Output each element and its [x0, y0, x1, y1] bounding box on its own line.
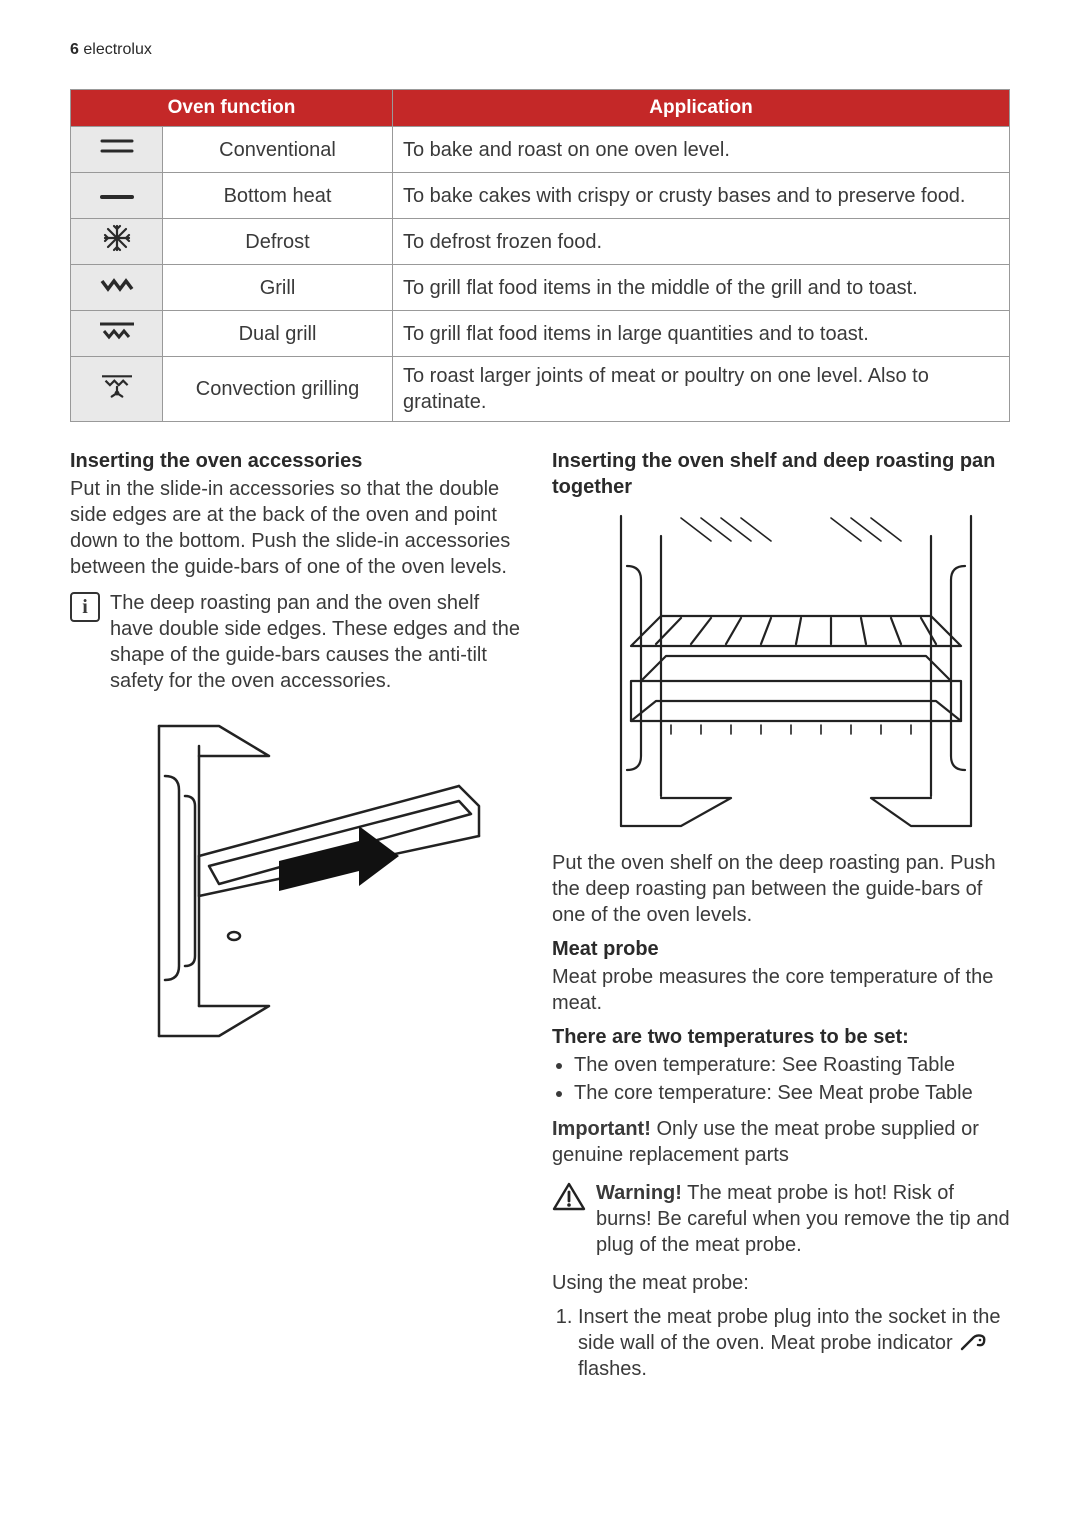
- table-row: Conventional To bake and roast on one ov…: [71, 127, 1010, 173]
- table-row: Grill To grill flat food items in the mi…: [71, 265, 1010, 311]
- para-meat-probe: Meat probe measures the core temperature…: [552, 964, 1010, 1016]
- grill-icon: [71, 265, 163, 311]
- important-note: Important! Only use the meat probe suppl…: [552, 1116, 1010, 1168]
- warning-label: Warning!: [596, 1182, 682, 1204]
- function-app: To grill flat food items in large quanti…: [393, 311, 1010, 357]
- info-icon: i: [70, 592, 100, 622]
- table-row: Bottom heat To bake cakes with crispy or…: [71, 173, 1010, 219]
- function-name: Grill: [163, 265, 393, 311]
- convection-grilling-icon: [71, 357, 163, 422]
- warning-block: Warning! The meat probe is hot! Risk of …: [552, 1180, 1010, 1258]
- left-column: Inserting the oven accessories Put in th…: [70, 440, 528, 1392]
- function-name: Dual grill: [163, 311, 393, 357]
- right-column: Inserting the oven shelf and deep roasti…: [552, 440, 1010, 1392]
- function-app: To bake cakes with crispy or crusty base…: [393, 173, 1010, 219]
- function-app: To defrost frozen food.: [393, 219, 1010, 265]
- table-row: Defrost To defrost frozen food.: [71, 219, 1010, 265]
- function-app: To bake and roast on one oven level.: [393, 127, 1010, 173]
- heading-meat-probe: Meat probe: [552, 936, 1010, 962]
- para-shelf-and-pan: Put the oven shelf on the deep roasting …: [552, 850, 1010, 928]
- meat-probe-icon: [958, 1331, 988, 1353]
- function-app: To roast larger joints of meat or poultr…: [393, 357, 1010, 422]
- table-row: Convection grilling To roast larger join…: [71, 357, 1010, 422]
- dual-grill-icon: [71, 311, 163, 357]
- warning-icon: [552, 1182, 586, 1212]
- defrost-icon: [71, 219, 163, 265]
- info-text: The deep roasting pan and the oven shelf…: [110, 590, 528, 694]
- para-inserting-accessories: Put in the slide-in accessories so that …: [70, 476, 528, 580]
- function-name: Conventional: [163, 127, 393, 173]
- temperature-list: The oven temperature: See Roasting Table…: [552, 1052, 1010, 1106]
- page-header: 6 electrolux: [70, 40, 1010, 61]
- conventional-icon: [71, 127, 163, 173]
- list-item: The oven temperature: See Roasting Table: [574, 1052, 1010, 1078]
- brand-name: electrolux: [83, 41, 151, 58]
- heading-inserting-together: Inserting the oven shelf and deep roasti…: [552, 448, 1010, 500]
- list-item: The core temperature: See Meat probe Tab…: [574, 1080, 1010, 1106]
- using-meat-probe-heading: Using the meat probe:: [552, 1270, 1010, 1296]
- function-name: Bottom heat: [163, 173, 393, 219]
- important-label: Important!: [552, 1118, 651, 1140]
- col-header-application: Application: [393, 89, 1010, 127]
- page-number: 6: [70, 41, 79, 58]
- function-name: Defrost: [163, 219, 393, 265]
- heading-two-temperatures: There are two temperatures to be set:: [552, 1024, 1010, 1050]
- function-name: Convection grilling: [163, 357, 393, 422]
- meat-probe-steps: Insert the meat probe plug into the sock…: [552, 1304, 1010, 1382]
- step1-text-b: flashes.: [578, 1358, 647, 1380]
- figure-inserting-shelf: [70, 706, 528, 1056]
- bottom-heat-icon: [71, 173, 163, 219]
- step1-text-a: Insert the meat probe plug into the sock…: [578, 1306, 1000, 1354]
- table-row: Dual grill To grill flat food items in l…: [71, 311, 1010, 357]
- warning-text-container: Warning! The meat probe is hot! Risk of …: [596, 1180, 1010, 1258]
- function-app: To grill flat food items in the middle o…: [393, 265, 1010, 311]
- col-header-function: Oven function: [71, 89, 393, 127]
- figure-shelf-and-pan: [552, 506, 1010, 836]
- info-block: i The deep roasting pan and the oven she…: [70, 590, 528, 694]
- list-item: Insert the meat probe plug into the sock…: [578, 1304, 1010, 1382]
- heading-inserting-accessories: Inserting the oven accessories: [70, 448, 528, 474]
- oven-function-table: Oven function Application Conventional T…: [70, 89, 1010, 423]
